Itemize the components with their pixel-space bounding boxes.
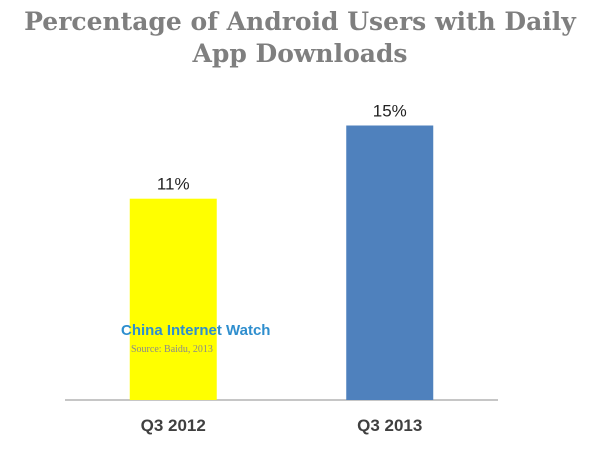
watermark-source: Source: Baidu, 2013	[131, 344, 213, 355]
watermark-brand: China Internet Watch	[121, 322, 271, 339]
chart-title: Percentage of Android Users with Daily A…	[24, 7, 576, 68]
x-tick-label: Q3 2012	[141, 416, 206, 435]
data-label: 11%	[157, 175, 190, 194]
bar-q3-2013	[346, 125, 434, 400]
x-tick-label: Q3 2013	[357, 416, 422, 435]
data-label: 15%	[373, 102, 407, 121]
bar-q3-2012	[129, 198, 217, 400]
